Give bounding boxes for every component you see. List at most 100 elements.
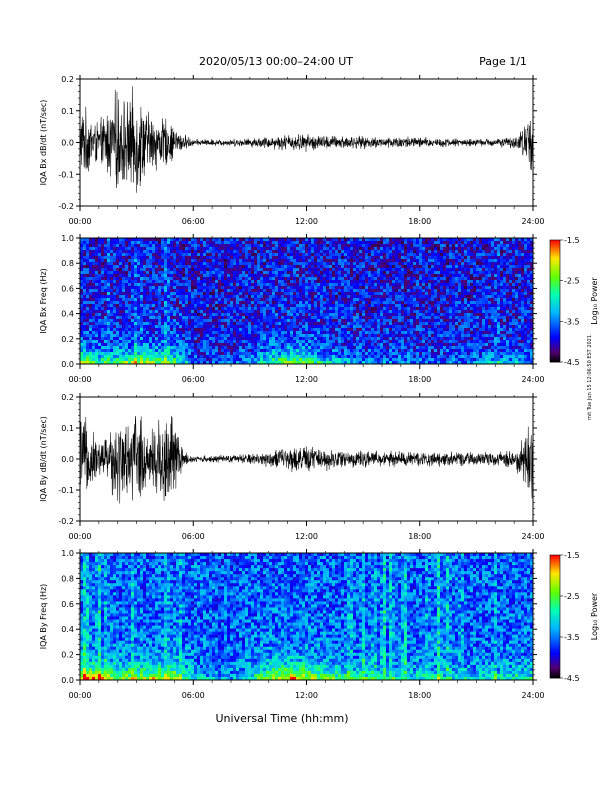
bx-spec-cell <box>275 238 279 242</box>
bx-spec-cell <box>389 343 393 347</box>
bx-spec-cell <box>128 307 132 311</box>
bx-spec-cell <box>377 268 381 272</box>
bx-spec-cell <box>143 358 147 362</box>
bx-spec-cell <box>281 328 285 332</box>
bx-spec-cell <box>311 340 315 344</box>
bx-spec-cell <box>209 274 213 278</box>
bx-spec-cell <box>191 328 195 332</box>
bx-spec-cell <box>179 238 183 242</box>
bx-spec-cell <box>137 286 141 290</box>
bx-spec-cell <box>242 280 246 284</box>
bx-spec-cell <box>302 346 306 350</box>
bx-spec-cell <box>299 337 303 341</box>
bx-spec-cell <box>173 247 177 251</box>
bx-spec-cell <box>380 271 384 275</box>
bx-spec-cell <box>200 286 204 290</box>
bx-spec-cell <box>398 298 402 302</box>
bx-spec-cell <box>254 238 258 242</box>
bx-spec-cell <box>353 259 357 263</box>
bx-spec-cell <box>143 310 147 314</box>
bx-spec-cell <box>173 262 177 266</box>
bx-spec-cell <box>317 343 321 347</box>
bx-spec-cell <box>242 304 246 308</box>
bx-spec-cell <box>320 325 324 329</box>
bx-spec-cell <box>146 337 150 341</box>
bx-spec-cell <box>425 337 429 341</box>
bx-spec-cell <box>119 313 123 317</box>
bx-spec-cell <box>110 286 114 290</box>
bx-spec-cell <box>113 346 117 350</box>
bx-spec-cell <box>179 274 183 278</box>
bx-spec-cell <box>254 253 258 257</box>
bx-spec-cell <box>275 244 279 248</box>
bx-spec-cell <box>101 292 105 296</box>
bx-spec-cell <box>101 250 105 254</box>
bx-spec-cell <box>329 310 333 314</box>
bx-spec-cell <box>293 298 297 302</box>
bx-spec-cell <box>182 301 186 305</box>
bx-spec-cell <box>221 238 225 242</box>
bx-spec-cell <box>191 238 195 242</box>
bx-spec-cell <box>320 265 324 269</box>
bx-spec-cell <box>359 349 363 353</box>
bx-spec-cell <box>176 250 180 254</box>
bx-spec-cell <box>83 295 87 299</box>
bx-spec-cell <box>197 256 201 260</box>
bx-spec-cell <box>410 325 414 329</box>
bx-spec-cell <box>371 346 375 350</box>
bx-spec-cell <box>179 265 183 269</box>
bx-spec-cell <box>362 334 366 338</box>
bx-spec-cell <box>170 337 174 341</box>
bx-spec-cell <box>392 244 396 248</box>
bx-spec-cell <box>167 292 171 296</box>
bx-spec-cell <box>299 301 303 305</box>
bx-spec-cell <box>209 334 213 338</box>
bx-spec-cell <box>218 313 222 317</box>
bx-spec-cell <box>179 358 183 362</box>
bx-spec-cell <box>170 283 174 287</box>
bx-spec-cell <box>143 340 147 344</box>
bx-spec-cell <box>170 271 174 275</box>
bx-spec-cell <box>245 301 249 305</box>
bx-spec-cell <box>356 262 360 266</box>
bx-spec-cell <box>92 295 96 299</box>
bx-spec-cell <box>410 256 414 260</box>
bx-spec-cell <box>413 307 417 311</box>
bx-spec-cell <box>329 298 333 302</box>
bx-spec-cell <box>365 295 369 299</box>
bx-spec-cell <box>413 322 417 326</box>
bx-spec-cell <box>401 316 405 320</box>
bx-spec-cell <box>380 361 384 365</box>
bx-spec-cell <box>410 319 414 323</box>
bx-spec-cell <box>176 307 180 311</box>
bx-spec-cell <box>230 310 234 314</box>
bx-spec-cell <box>341 304 345 308</box>
bx-spec-cell <box>224 358 228 362</box>
bx-spec-cell <box>401 256 405 260</box>
bx-spec-cell <box>212 253 216 257</box>
bx-spec-cell <box>203 340 207 344</box>
bx-spec-cell <box>323 358 327 362</box>
bx-spec-cell <box>101 283 105 287</box>
bx-spec-cell <box>224 241 228 245</box>
bx-spec-cell <box>209 292 213 296</box>
bx-spec-cell <box>125 343 129 347</box>
bx-spec-cell <box>419 361 423 365</box>
bx-spec-cell <box>323 283 327 287</box>
bx-spec-cell <box>263 253 267 257</box>
bx-spec-cell <box>254 274 258 278</box>
bx-spec-cell <box>101 352 105 356</box>
bx-spec-cell <box>224 283 228 287</box>
bx-spec-cell <box>179 328 183 332</box>
bx-spec-cell <box>224 265 228 269</box>
bx-spec-cell <box>413 358 417 362</box>
bx-spec-cell <box>350 238 354 242</box>
bx-spec-cell <box>380 274 384 278</box>
bx-spec-cell <box>206 262 210 266</box>
bx-spec-cell <box>317 268 321 272</box>
bx-spec-cell <box>215 349 219 353</box>
bx-spec-cell <box>104 358 108 362</box>
bx-spec-cell <box>203 286 207 290</box>
bx-spec-cell <box>317 340 321 344</box>
bx-spec-cell <box>155 358 159 362</box>
